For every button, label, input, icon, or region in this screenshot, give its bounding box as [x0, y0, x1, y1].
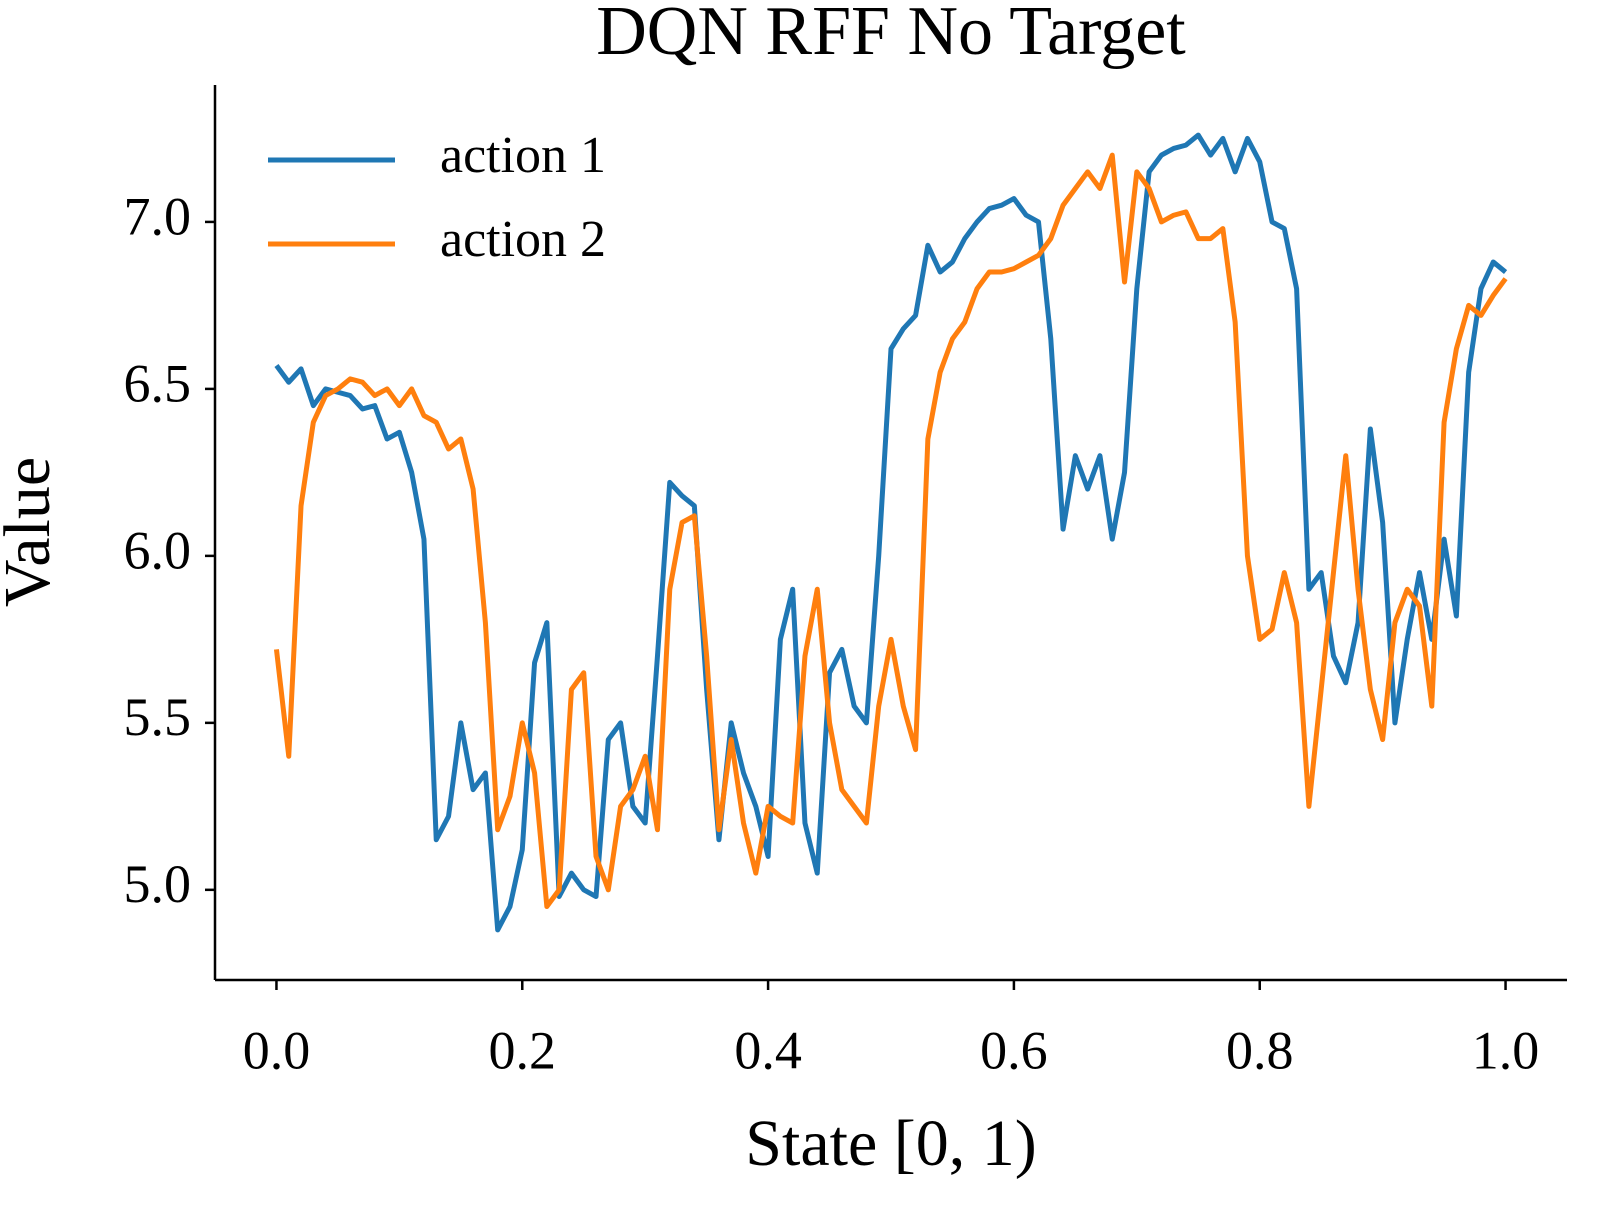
y-tick-label: 6.0 — [124, 520, 192, 580]
x-tick-label: 0.4 — [734, 1020, 802, 1080]
y-tick-label: 5.5 — [124, 687, 192, 747]
y-tick-label: 6.5 — [124, 353, 192, 413]
x-tick-label: 0.2 — [489, 1020, 557, 1080]
y-axis-label: Value — [0, 457, 64, 607]
chart-title: DQN RFF No Target — [596, 0, 1186, 70]
x-tick-label: 0.8 — [1226, 1020, 1294, 1080]
y-tick-label: 7.0 — [124, 186, 192, 246]
legend-label: action 1 — [440, 127, 606, 184]
series-line — [273, 152, 1508, 910]
x-tick-label: 1.0 — [1472, 1020, 1540, 1080]
legend-label: action 2 — [440, 211, 606, 268]
y-tick-label: 5.0 — [124, 854, 192, 914]
series-line — [274, 132, 1508, 933]
x-tick-label: 0.0 — [243, 1020, 311, 1080]
x-axis-label: State [0, 1) — [745, 1107, 1036, 1180]
x-tick-label: 0.6 — [980, 1020, 1048, 1080]
